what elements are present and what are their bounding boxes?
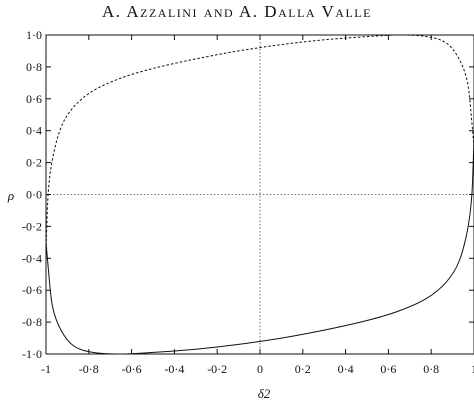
running-head-text: A. Azzalini and A. Dalla Valle: [102, 2, 372, 21]
x-tick-label: 0·6: [380, 362, 396, 376]
x-axis-label: δ2: [258, 386, 271, 401]
x-tick-label: -1: [41, 362, 51, 376]
y-tick-label: 0·6: [26, 92, 42, 106]
y-tick-label: 0·4: [26, 124, 42, 138]
y-tick-label: -1·0: [22, 347, 42, 361]
y-tick-label: 0·8: [26, 60, 42, 74]
y-tick-label: 1·0: [26, 28, 42, 42]
x-tick-label: 0: [257, 362, 263, 376]
y-tick-label: -0·6: [22, 283, 42, 297]
x-tick-label: -0·6: [122, 362, 142, 376]
running-head: A. Azzalini and A. Dalla Valle: [0, 0, 474, 24]
x-tick-label: 1: [471, 362, 474, 376]
x-tick-label: 0·8: [423, 362, 439, 376]
x-tick-label: 0·4: [338, 362, 354, 376]
x-tick-label: -0·2: [207, 362, 227, 376]
x-tick-label: -0·8: [79, 362, 99, 376]
y-axis-label: ρ: [7, 188, 14, 203]
x-tick-label: 0·2: [295, 362, 311, 376]
y-tick-label: -0·8: [22, 315, 42, 329]
y-tick-label: -0·4: [22, 251, 42, 265]
series-line-dashed: [45, 34, 474, 251]
series-line-solid: [45, 138, 474, 355]
y-tick-label: 0·2: [26, 156, 42, 170]
y-tick-label: 0·0: [26, 188, 42, 202]
x-tick-label: -0·4: [164, 362, 184, 376]
y-tick-label: -0·2: [22, 219, 42, 233]
